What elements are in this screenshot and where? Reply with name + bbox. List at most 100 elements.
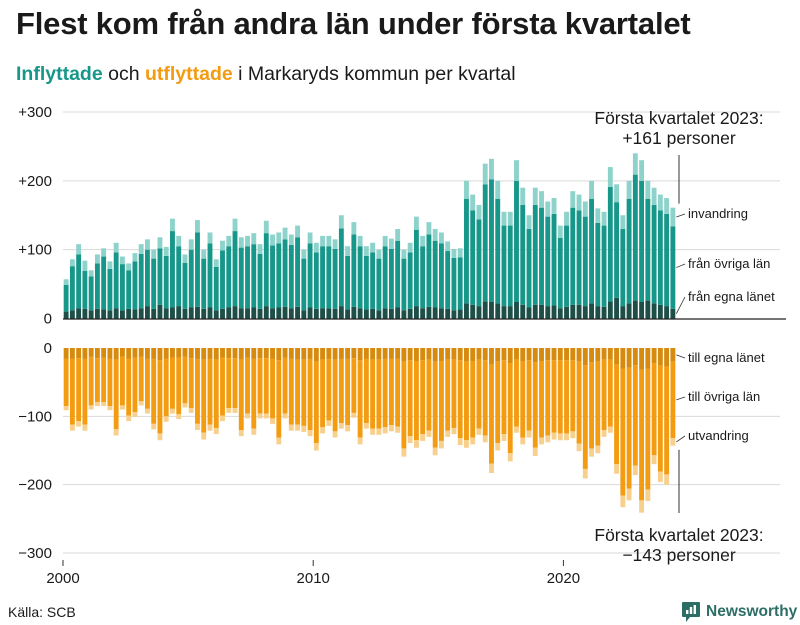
bar-out-ovriga-lan bbox=[501, 360, 507, 435]
bar-in-invandring bbox=[489, 158, 494, 180]
bar-in-ovriga-lan bbox=[376, 258, 382, 311]
bar-in-egna-lanet bbox=[351, 306, 357, 319]
bar-out-egna-lanet bbox=[432, 348, 438, 362]
bar-in-egna-lanet bbox=[582, 306, 588, 319]
bar-out-egna-lanet bbox=[382, 348, 388, 359]
bar-out-utvandring bbox=[370, 428, 376, 435]
y-tick-label-top: +300 bbox=[18, 104, 52, 121]
bar-in-egna-lanet bbox=[520, 304, 526, 319]
bar-out-ovriga-lan bbox=[382, 358, 388, 428]
bar-out-egna-lanet bbox=[276, 348, 282, 361]
bar-in-egna-lanet bbox=[507, 306, 513, 319]
bar-in-invandring bbox=[251, 233, 257, 245]
bar-in-egna-lanet bbox=[151, 308, 157, 319]
bar-out-ovriga-lan bbox=[182, 356, 188, 404]
bar-in-ovriga-lan bbox=[220, 250, 225, 309]
bar-out-ovriga-lan bbox=[107, 358, 113, 407]
bar-in-invandring bbox=[645, 180, 651, 199]
bar-in-egna-lanet bbox=[69, 310, 75, 319]
bar-out-utvandring bbox=[113, 429, 119, 436]
bar-in-egna-lanet bbox=[76, 308, 82, 319]
bar-out-utvandring bbox=[176, 414, 182, 420]
bar-out-ovriga-lan bbox=[257, 358, 263, 414]
bar-out-ovriga-lan bbox=[557, 360, 563, 434]
bar-out-ovriga-lan bbox=[607, 359, 613, 427]
segment-label-out: till egna länet bbox=[688, 350, 765, 365]
bar-in-ovriga-lan bbox=[401, 258, 407, 311]
bar-out-utvandring bbox=[257, 413, 263, 419]
bar-out-utvandring bbox=[495, 442, 501, 451]
bar-out-utvandring bbox=[201, 432, 207, 440]
bar-in-invandring bbox=[388, 238, 394, 249]
bar-out-egna-lanet bbox=[670, 348, 676, 362]
bar-out-egna-lanet bbox=[232, 348, 238, 359]
bar-out-ovriga-lan bbox=[545, 360, 551, 436]
bar-out-ovriga-lan bbox=[270, 358, 275, 419]
bar-out-egna-lanet bbox=[226, 348, 232, 359]
bar-in-ovriga-lan bbox=[432, 240, 438, 308]
bar-in-invandring bbox=[507, 211, 513, 226]
bar-in-ovriga-lan bbox=[276, 243, 282, 308]
bar-out-utvandring bbox=[451, 427, 457, 435]
bar-in-egna-lanet bbox=[126, 308, 132, 319]
y-tick-label-bottom: 0 bbox=[44, 340, 52, 357]
bar-in-invandring bbox=[226, 235, 232, 247]
bar-in-invandring bbox=[151, 249, 157, 259]
bar-in-egna-lanet bbox=[420, 308, 426, 319]
bar-in-egna-lanet bbox=[388, 308, 394, 319]
bar-out-ovriga-lan bbox=[145, 358, 150, 409]
bar-in-ovriga-lan bbox=[282, 239, 288, 307]
bar-in-invandring bbox=[426, 222, 432, 235]
bar-out-ovriga-lan bbox=[532, 362, 538, 448]
bar-in-ovriga-lan bbox=[94, 263, 100, 309]
bar-out-utvandring bbox=[295, 424, 301, 431]
bar-in-egna-lanet bbox=[320, 308, 326, 319]
bar-out-ovriga-lan bbox=[651, 363, 657, 456]
bar-out-utvandring bbox=[514, 426, 519, 433]
bar-in-invandring bbox=[432, 229, 438, 241]
bar-in-ovriga-lan bbox=[657, 210, 663, 305]
bar-in-ovriga-lan bbox=[607, 187, 613, 302]
bar-in-invandring bbox=[420, 235, 426, 247]
bar-out-utvandring bbox=[551, 432, 557, 440]
x-tick-label: 2000 bbox=[46, 570, 79, 587]
bar-out-utvandring bbox=[170, 408, 175, 414]
bar-out-egna-lanet bbox=[457, 348, 463, 361]
bar-in-ovriga-lan bbox=[88, 276, 94, 311]
bar-out-utvandring bbox=[320, 427, 326, 434]
bar-in-invandring bbox=[457, 248, 463, 258]
bar-out-egna-lanet bbox=[551, 348, 557, 361]
annotation-top-line1: Första kvartalet 2023: bbox=[594, 108, 763, 128]
bar-in-egna-lanet bbox=[438, 308, 444, 319]
bar-in-egna-lanet bbox=[476, 306, 482, 319]
bar-out-ovriga-lan bbox=[238, 359, 244, 430]
y-tick-label-top: +200 bbox=[18, 173, 52, 190]
bar-out-utvandring bbox=[426, 430, 432, 437]
bar-out-utvandring bbox=[338, 423, 344, 429]
bar-out-utvandring bbox=[520, 437, 526, 445]
bar-out-utvandring bbox=[395, 426, 401, 433]
bar-out-utvandring bbox=[382, 427, 388, 434]
bar-in-ovriga-lan bbox=[445, 251, 451, 309]
bar-in-invandring bbox=[94, 254, 100, 264]
bar-in-invandring bbox=[232, 218, 238, 232]
bar-in-ovriga-lan bbox=[188, 249, 194, 308]
bar-out-egna-lanet bbox=[107, 348, 113, 359]
source-note: Källa: SCB bbox=[8, 604, 76, 620]
bar-in-invandring bbox=[545, 201, 551, 217]
bar-in-invandring bbox=[145, 239, 150, 250]
newsworthy-logo[interactable]: Newsworthy bbox=[681, 601, 797, 623]
bar-out-egna-lanet bbox=[182, 348, 188, 357]
chart-labels: 0 +100 +200 +300 0 −100 −200 −300 2000 2010 2020 in… bbox=[18, 104, 775, 587]
bar-out-utvandring bbox=[145, 408, 150, 414]
subtitle-out-word: utflyttade bbox=[144, 63, 233, 85]
annotation-top-line2: +161 personer bbox=[622, 128, 736, 148]
bar-out-utvandring bbox=[107, 406, 113, 411]
bar-in-ovriga-lan bbox=[614, 202, 620, 298]
bar-in-egna-lanet bbox=[238, 308, 244, 319]
bar-in-ovriga-lan bbox=[451, 257, 457, 311]
bar-out-egna-lanet bbox=[438, 348, 444, 361]
bar-out-utvandring bbox=[501, 434, 507, 441]
segment-leader-in bbox=[676, 263, 686, 268]
bar-in-ovriga-lan bbox=[295, 237, 301, 307]
